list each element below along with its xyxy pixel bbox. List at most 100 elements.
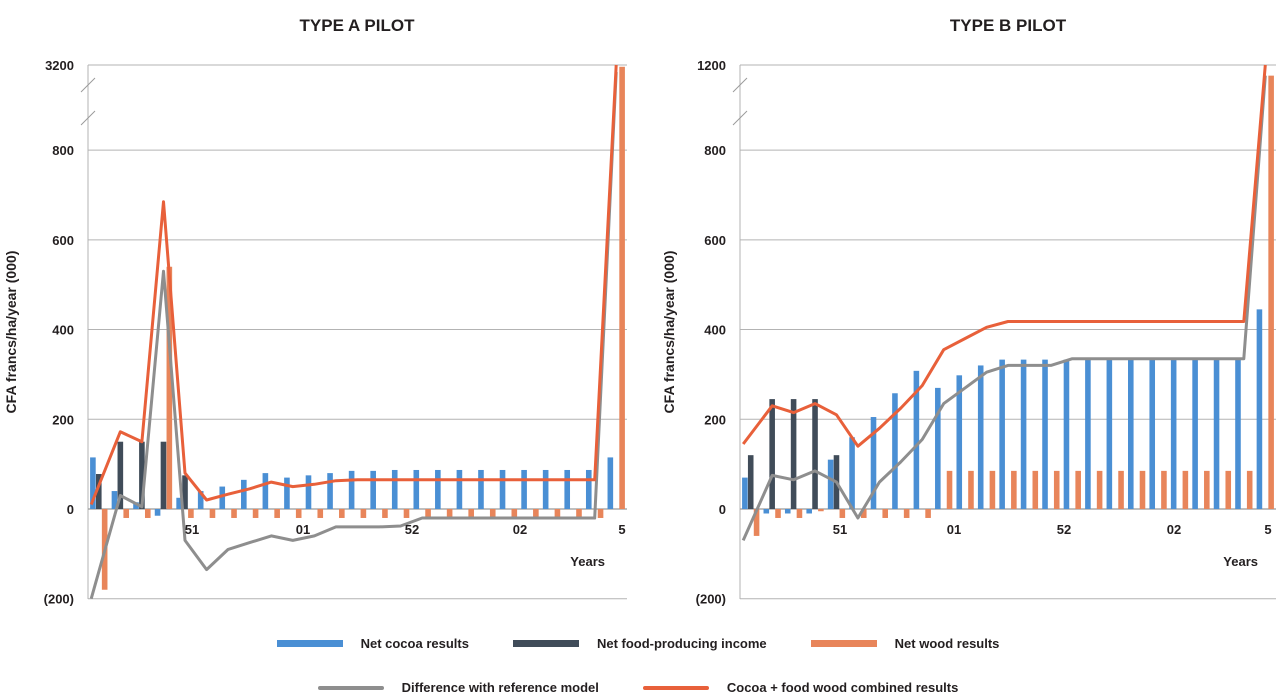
legend-cocoa: Net cocoa results [276, 636, 469, 651]
bar-wood-a [360, 509, 367, 518]
x-axis-label-a: Years [570, 554, 605, 569]
bar-cocoa-a [391, 469, 398, 509]
bar-food-a [117, 441, 124, 509]
x-tick-label-a: 51 [185, 522, 199, 537]
legend-food: Net food-producing income [512, 636, 767, 651]
bar-food-b [769, 399, 775, 509]
bar-wood-b [1075, 470, 1081, 509]
bar-wood-a [489, 509, 496, 518]
bar-cocoa-b [892, 393, 898, 509]
bar-wood-b [1032, 470, 1039, 509]
bar-cocoa-b [935, 387, 941, 509]
bar-cocoa-b [849, 437, 855, 509]
legend-combined: Cocoa + food wood combined results [642, 680, 959, 695]
bar-wood-a [231, 509, 237, 518]
y-tick-label-a: 200 [52, 412, 74, 427]
bar-wood-a [209, 509, 216, 518]
bar-cocoa-b [1042, 359, 1048, 509]
axis-break-mark-b [732, 110, 748, 126]
legend-label-combined: Cocoa + food wood combined results [726, 680, 959, 695]
bar-cocoa-a [564, 469, 571, 509]
bar-cocoa-a [607, 457, 614, 509]
bar-food-b [812, 399, 818, 509]
bar-wood-a [295, 509, 302, 518]
chart-title-b: TYPE B PILOT [950, 16, 1067, 35]
bar-wood-b [860, 509, 867, 518]
y-tick-label-a: (200) [44, 592, 74, 607]
bar-wood-a [382, 509, 388, 518]
bar-wood-b [1118, 470, 1124, 509]
x-tick-label-b: 52 [1057, 522, 1071, 537]
legend-label-wood: Net wood results [894, 636, 1000, 651]
y-axis-label-a: CFA francs/ha/year (000) [3, 251, 19, 414]
bar-cocoa-b [1127, 359, 1134, 509]
y-tick-label-b: 800 [704, 143, 726, 158]
y-tick-label-b: 600 [704, 233, 726, 248]
bar-cocoa-a [370, 470, 376, 509]
bar-wood-b [818, 509, 824, 512]
bar-wood-a [274, 509, 280, 518]
bar-cocoa-b [1235, 359, 1241, 509]
bar-wood-a [166, 266, 173, 509]
bar-cocoa-b [913, 370, 920, 509]
bar-cocoa-a [241, 479, 247, 509]
bar-cocoa-b [977, 365, 984, 509]
bar-cocoa-a [305, 475, 312, 509]
bar-cocoa-b [1149, 359, 1156, 509]
bar-wood-a [468, 509, 474, 518]
bar-food-a [139, 441, 145, 509]
legend-swatch-food [512, 640, 579, 647]
bar-wood-a [619, 66, 625, 510]
axis-break-mark-b [732, 77, 748, 93]
bar-cocoa-a [327, 473, 333, 509]
y-tick-label-a: 3200 [45, 58, 74, 73]
bar-cocoa-b [1256, 309, 1263, 509]
legend-label-difference: Difference with reference model [401, 680, 599, 695]
y-tick-label-b: 1200 [697, 58, 726, 73]
bar-wood-b [989, 470, 996, 509]
bar-wood-b [882, 509, 889, 518]
bar-wood-a [252, 509, 259, 518]
bar-wood-b [968, 470, 974, 509]
chart-title-a: TYPE A PILOT [300, 16, 416, 35]
bar-wood-b [925, 509, 931, 518]
bar-food-a [182, 475, 188, 509]
legend-difference: Difference with reference model [317, 680, 599, 695]
bar-wood-b [1161, 470, 1167, 509]
bar-cocoa-a [348, 470, 355, 509]
axis-break-mark-a [80, 110, 96, 126]
bar-wood-b [1268, 75, 1274, 509]
bar-cocoa-a [542, 469, 549, 509]
legend-swatch-wood [810, 640, 877, 647]
bar-cocoa-b [1085, 359, 1091, 509]
bar-wood-a [317, 509, 324, 518]
x-tick-label-b: 51 [833, 522, 847, 537]
bar-cocoa-a [219, 486, 226, 509]
y-tick-label-b: (200) [696, 592, 726, 607]
bar-wood-b [903, 509, 910, 518]
bar-cocoa-a [262, 473, 269, 509]
bar-cocoa-a [90, 457, 96, 509]
legend-swatch-difference [317, 685, 384, 690]
bar-wood-a [144, 509, 151, 518]
bar-wood-b [796, 509, 803, 518]
x-tick-label-b: 02 [1167, 522, 1181, 537]
y-tick-label-a: 400 [52, 323, 74, 338]
x-tick-label-a: 5 [618, 522, 625, 537]
bar-cocoa-a [133, 502, 139, 509]
bar-cocoa-b [784, 509, 791, 514]
bar-cocoa-a [478, 469, 484, 509]
bar-cocoa-a [585, 469, 592, 509]
x-tick-label-b: 5 [1264, 522, 1271, 537]
legend-label-food: Net food-producing income [596, 636, 767, 651]
bar-wood-b [1225, 470, 1232, 509]
bar-cocoa-b [870, 417, 877, 509]
bar-cocoa-b [742, 477, 748, 509]
bar-wood-a [511, 509, 518, 518]
bar-wood-b [946, 470, 953, 509]
bar-wood-b [1246, 470, 1253, 509]
x-tick-label-a: 02 [513, 522, 527, 537]
bar-wood-a [446, 509, 453, 518]
y-tick-label-a: 600 [52, 233, 74, 248]
bar-wood-b [1139, 470, 1146, 509]
